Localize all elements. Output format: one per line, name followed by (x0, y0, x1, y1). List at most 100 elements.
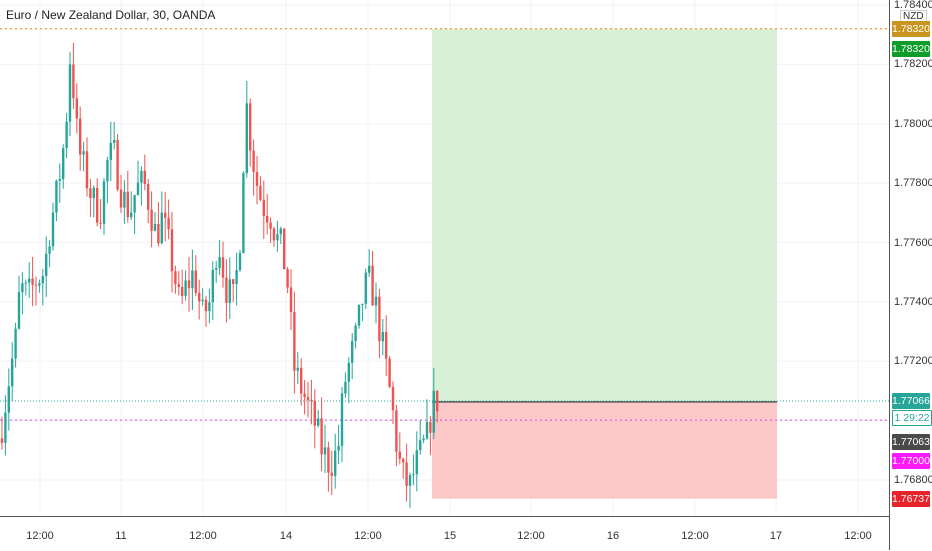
scale-corner (889, 516, 932, 550)
entry-price-label[interactable]: 1.77063 (892, 433, 930, 450)
price-tick-label: 1.77600 (894, 236, 932, 249)
candle-body (170, 229, 174, 272)
candle (85, 137, 89, 197)
candle (123, 180, 126, 224)
candle (11, 342, 14, 402)
candle-body (405, 462, 408, 486)
price-tick-label: 1.77200 (894, 355, 932, 368)
candle (306, 382, 310, 418)
candle (106, 156, 109, 204)
high-price-label[interactable]: 1.78320 (892, 20, 930, 37)
candle (340, 387, 344, 463)
candle (150, 191, 153, 248)
candle (136, 160, 140, 196)
chart-canvas[interactable] (0, 0, 889, 516)
candle-body (300, 367, 303, 394)
candle (351, 333, 354, 380)
candle-body (102, 181, 106, 224)
candle (211, 261, 214, 321)
candle-body (320, 418, 323, 455)
candle (177, 270, 180, 296)
candle (198, 279, 201, 320)
candle (191, 249, 194, 310)
candle (286, 267, 289, 294)
candle-body (408, 475, 412, 486)
candle-body (51, 212, 55, 247)
candle (313, 389, 316, 449)
candle-body (412, 474, 415, 476)
candle (388, 356, 391, 388)
candle (381, 318, 384, 356)
candle-body (160, 212, 163, 244)
candle (126, 170, 129, 223)
candle (96, 178, 99, 227)
candle (228, 257, 231, 320)
symbol-title[interactable]: Euro / New Zealand Dollar, 30, OANDA (6, 8, 216, 22)
current-price-label[interactable]: 1.77066 (892, 393, 930, 410)
candle-body (269, 222, 272, 229)
candle-body (109, 142, 112, 161)
candle (17, 275, 21, 330)
candle (259, 175, 262, 202)
loss-zone[interactable] (432, 401, 777, 499)
candle (249, 98, 252, 167)
candle-body (65, 121, 68, 149)
candle (68, 51, 72, 137)
candle-body (218, 257, 221, 269)
candle (354, 322, 357, 349)
candle (303, 380, 306, 415)
time-scale[interactable]: 12:00 11 12:00 14 12:00 15 12:00 16 12:00 17 12:00 (0, 516, 889, 551)
candle-body (432, 390, 435, 433)
candle (337, 425, 340, 465)
target-price-label[interactable]: 1.78320 (892, 40, 930, 57)
candle-body (123, 191, 126, 208)
candle-body (150, 209, 153, 231)
candle-body (89, 188, 92, 199)
candle (164, 192, 167, 242)
candle (357, 304, 361, 329)
candle-body (395, 410, 398, 452)
time-tick-label: 12:00 (189, 530, 217, 542)
candle-body (85, 151, 89, 189)
stop-price-label[interactable]: 1.76737 (892, 490, 930, 507)
countdown-label[interactable]: 1 29:22 (892, 410, 932, 427)
candle (184, 270, 187, 301)
candle (289, 269, 293, 331)
candle-body (385, 331, 388, 359)
time-tick-label: 12:00 (354, 530, 382, 542)
candle (28, 262, 31, 298)
candle (208, 288, 211, 324)
candle-body (374, 296, 378, 306)
candle (4, 395, 7, 456)
candle (119, 174, 123, 214)
candle-body (381, 331, 384, 342)
candle-body (419, 440, 422, 451)
candle (364, 268, 367, 309)
chart-pane[interactable]: Euro / New Zealand Dollar, 30, OANDA (0, 0, 889, 516)
candle-body (34, 284, 38, 286)
candle-body (225, 277, 228, 303)
candle-body (99, 222, 102, 224)
candle (398, 432, 401, 465)
candle-body (289, 287, 293, 313)
price-scale[interactable]: NZD 1.78400 1.78200 1.78000 1.77800 1.77600 1… (889, 0, 932, 550)
candle (330, 450, 333, 495)
candle-body (242, 173, 245, 254)
price-tick-label: 1.78400 (894, 0, 932, 11)
time-tick-label: 16 (606, 530, 620, 542)
candle-body (347, 362, 350, 382)
profit-zone[interactable] (432, 28, 777, 402)
candle-body (31, 278, 34, 285)
candle-body (157, 223, 160, 244)
candle-body (191, 270, 194, 289)
candle (242, 171, 245, 254)
candle-body (153, 223, 157, 231)
candle (174, 265, 177, 294)
candle-body (14, 328, 17, 359)
candle (41, 269, 44, 306)
candle (221, 241, 225, 288)
alert-price-label[interactable]: 1.77000 (892, 452, 930, 469)
candle (255, 156, 259, 205)
candle-body (181, 286, 184, 296)
candle (408, 472, 412, 508)
